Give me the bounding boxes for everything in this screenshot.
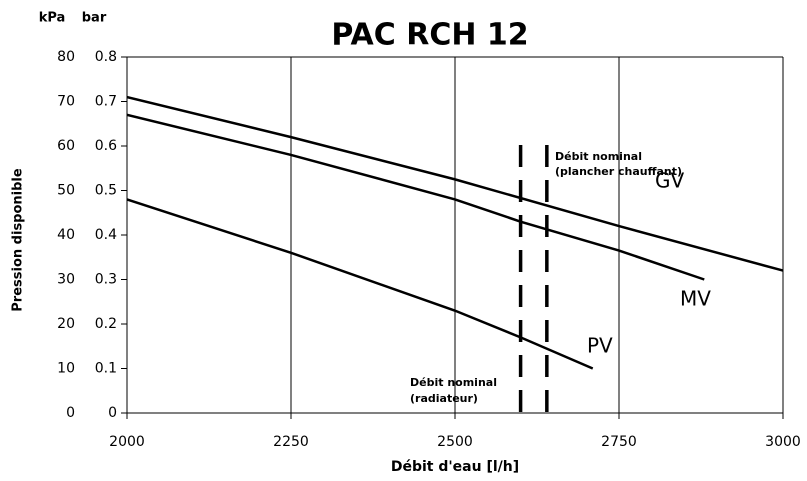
y-tick-label: 10 xyxy=(57,361,75,377)
y-tick-label: 30 xyxy=(57,272,75,288)
y-tick-label: 80 xyxy=(57,49,75,65)
y2-tick-label: 0 xyxy=(108,405,117,421)
y-tick-label: 70 xyxy=(57,94,75,110)
y-tick-label: 40 xyxy=(57,227,75,243)
y-axis-label: Pression disponible xyxy=(11,168,26,312)
series-label: PV xyxy=(587,334,613,358)
y-unit: kPa xyxy=(39,11,66,26)
x-tick-label: 2750 xyxy=(601,434,637,450)
x-tick-label: 3000 xyxy=(765,434,801,450)
x-tick-label: 2000 xyxy=(109,434,145,450)
y-tick-label: 60 xyxy=(57,138,75,154)
x-tick-label: 2500 xyxy=(437,434,473,450)
y2-tick-label: 0.8 xyxy=(95,49,117,65)
y2-tick-label: 0.4 xyxy=(95,227,117,243)
series-line xyxy=(126,113,705,281)
y2-tick-label: 0.1 xyxy=(95,361,117,377)
series-line xyxy=(126,95,784,272)
y2-tick-label: 0.7 xyxy=(95,94,117,110)
series-line xyxy=(126,198,594,370)
chart-title: PAC RCH 12 xyxy=(331,18,528,53)
x-axis-label: Débit d'eau [l/h] xyxy=(391,459,519,475)
annotation: (radiateur) xyxy=(410,392,478,405)
y2-unit: bar xyxy=(82,11,107,26)
y2-tick-label: 0.2 xyxy=(95,316,117,332)
y2-tick-label: 0.6 xyxy=(95,138,117,154)
y-tick-label: 50 xyxy=(57,183,75,199)
y2-tick-label: 0.5 xyxy=(95,183,117,199)
y2-tick-label: 0.3 xyxy=(95,272,117,288)
x-tick-label: 2250 xyxy=(273,434,309,450)
y-tick-label: 0 xyxy=(66,405,75,421)
y-tick-label: 20 xyxy=(57,316,75,332)
series-label: GV xyxy=(655,169,684,193)
annotation: Débit nominal xyxy=(555,150,642,163)
annotation: Débit nominal xyxy=(410,376,497,389)
series-label: MV xyxy=(680,287,711,311)
